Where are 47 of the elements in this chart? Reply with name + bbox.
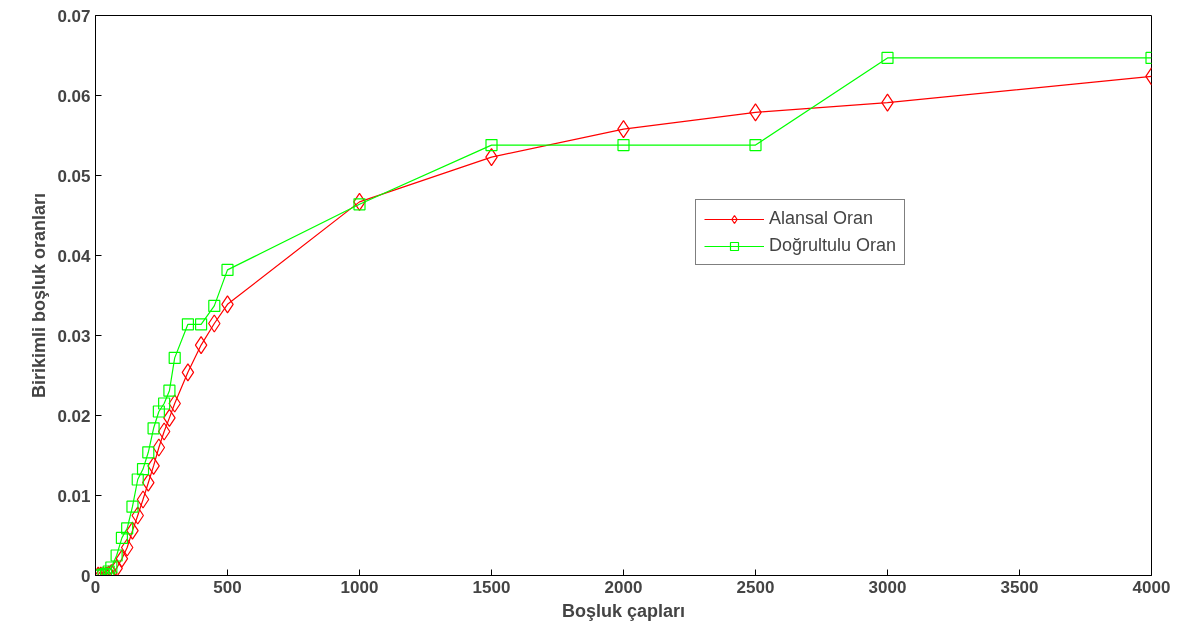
point — [136, 463, 150, 476]
point — [115, 549, 129, 568]
x-tick-label: 2000 — [604, 577, 643, 597]
point — [121, 522, 134, 535]
legend-label: Alansal Oran — [769, 208, 874, 229]
y-tick-label: 0.02 — [57, 406, 91, 426]
point — [136, 490, 150, 509]
point — [147, 422, 160, 435]
point — [617, 139, 630, 152]
point — [157, 422, 171, 441]
point — [194, 336, 208, 355]
point — [115, 531, 128, 544]
point — [195, 318, 208, 331]
point — [881, 51, 894, 64]
point — [208, 299, 221, 312]
y-tick-label: 0.06 — [57, 86, 91, 106]
point — [158, 397, 171, 410]
y-tick-label: 0.03 — [57, 326, 91, 346]
x-tick-label: 3000 — [868, 577, 907, 597]
y-axis-title: Birikimli boşluk oranları — [29, 192, 50, 399]
x-tick-label: 4000 — [1132, 577, 1171, 597]
y-tick-label: 0.04 — [57, 246, 92, 266]
legend-label: Doğrultulu Oran — [769, 235, 897, 256]
x-tick-label: 1000 — [340, 577, 379, 597]
y-tick-label: 0.07 — [57, 6, 91, 26]
x-tick-label: 1500 — [472, 577, 511, 597]
point — [131, 473, 144, 486]
point — [131, 506, 145, 525]
y-tick-label: 0.01 — [57, 486, 91, 506]
point — [142, 446, 155, 459]
point — [749, 139, 762, 152]
point — [163, 384, 176, 397]
y-tick-label: 0.05 — [57, 166, 91, 186]
x-axis-title: Boşluk çapları — [561, 600, 686, 621]
point — [126, 500, 139, 513]
point — [353, 198, 366, 211]
x-tick-label: 2500 — [736, 577, 775, 597]
point — [221, 263, 234, 276]
point — [152, 438, 166, 457]
point — [485, 139, 498, 152]
point — [152, 405, 165, 418]
point — [168, 351, 181, 364]
point — [120, 538, 134, 557]
point — [181, 318, 194, 331]
point — [181, 363, 195, 382]
x-tick-label: 500 — [213, 577, 242, 597]
x-tick-label: 3500 — [1000, 577, 1039, 597]
